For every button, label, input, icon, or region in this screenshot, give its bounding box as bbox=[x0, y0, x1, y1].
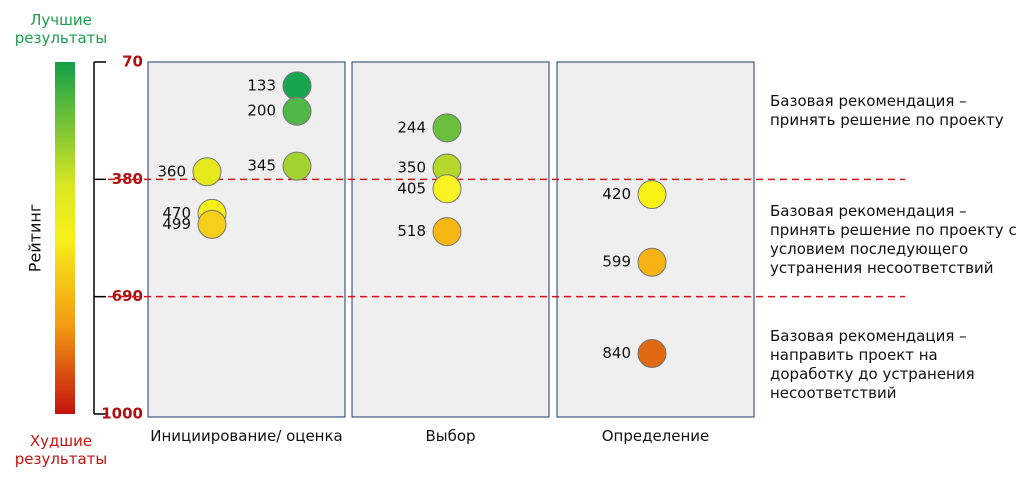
dot bbox=[637, 179, 667, 209]
value-label: 499 bbox=[162, 215, 191, 233]
value-label: 405 bbox=[397, 179, 426, 197]
dot bbox=[282, 71, 312, 101]
panel bbox=[147, 61, 346, 418]
y-tick-label: 70 bbox=[122, 53, 143, 71]
y-axis-label: Рейтинг bbox=[26, 204, 45, 272]
value-label: 244 bbox=[397, 118, 426, 136]
annotation: Базовая рекомендация – принять решение п… bbox=[770, 92, 1004, 129]
value-label: 133 bbox=[247, 76, 276, 94]
dot bbox=[192, 157, 222, 187]
dot bbox=[282, 96, 312, 126]
value-label: 470 bbox=[162, 204, 191, 222]
dot bbox=[197, 209, 227, 239]
annotation: Базовая рекомендация – направить проект … bbox=[770, 327, 975, 402]
dot bbox=[637, 247, 667, 277]
y-tick-label: 690 bbox=[112, 287, 143, 305]
top-label: Лучшие результаты bbox=[14, 11, 108, 47]
color-scale bbox=[55, 62, 75, 414]
category-label: Выбор bbox=[425, 427, 476, 445]
value-label: 420 bbox=[602, 185, 631, 203]
dot bbox=[432, 113, 462, 143]
category-label: Определение bbox=[601, 427, 710, 445]
dot bbox=[637, 338, 667, 368]
value-label: 518 bbox=[397, 222, 426, 240]
dot bbox=[432, 174, 462, 204]
dot bbox=[282, 151, 312, 181]
annotation: Базовая рекомендация – принять решение п… bbox=[770, 202, 1017, 277]
value-label: 200 bbox=[247, 102, 276, 120]
value-label: 599 bbox=[602, 253, 631, 271]
bottom-label: Худшие результаты bbox=[14, 432, 108, 468]
category-label: Инициирование/ оценка bbox=[150, 427, 343, 445]
y-tick-label: 380 bbox=[112, 170, 143, 188]
value-label: 350 bbox=[397, 158, 426, 176]
value-label: 345 bbox=[247, 157, 276, 175]
value-label: 360 bbox=[157, 162, 186, 180]
y-tick-label: 1000 bbox=[101, 405, 143, 423]
dot bbox=[432, 217, 462, 247]
value-label: 840 bbox=[602, 344, 631, 362]
